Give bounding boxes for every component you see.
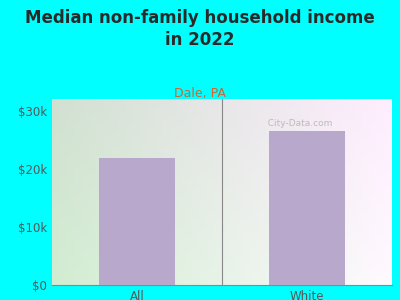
Text: Dale, PA: Dale, PA (174, 87, 226, 100)
Bar (269, 131, 345, 285)
Bar (99, 158, 175, 285)
Text: Median non-family household income
in 2022: Median non-family household income in 20… (25, 9, 375, 49)
Text: City-Data.com: City-Data.com (262, 119, 332, 128)
